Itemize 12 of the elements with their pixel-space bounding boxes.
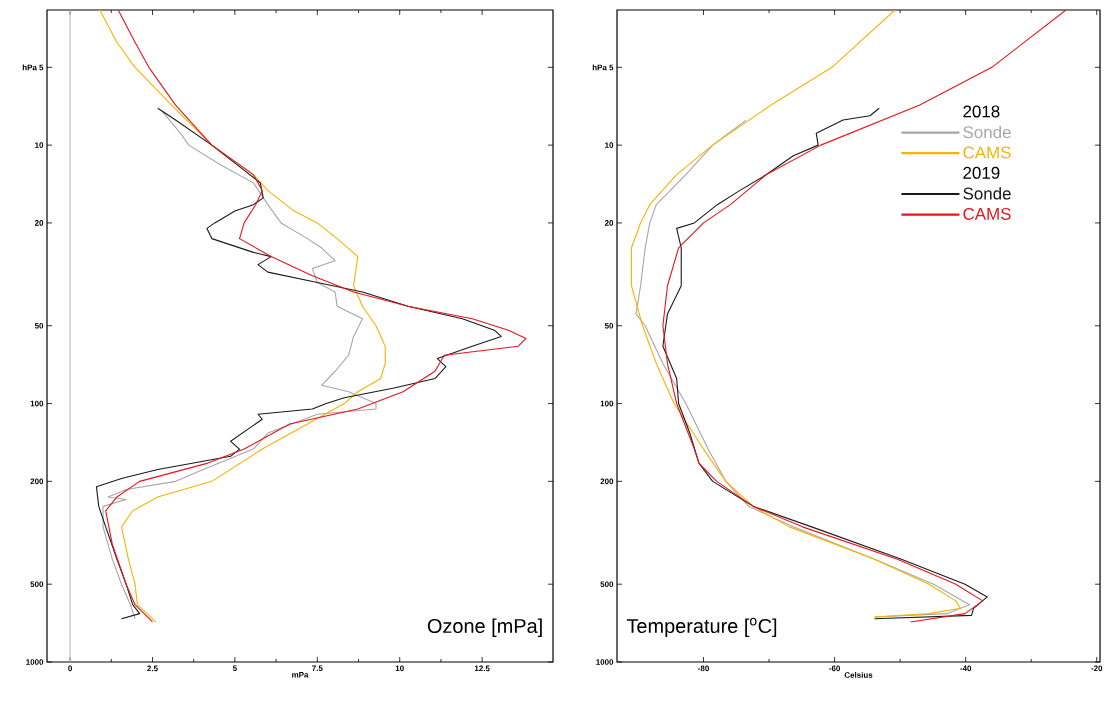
line-series — [630, 9, 961, 618]
line-series — [99, 9, 386, 623]
annotation: 2018 — [963, 105, 1000, 118]
annotation: Temperature [$^{o}$C] — [626, 617, 777, 637]
annotation: 2019 — [963, 166, 1000, 179]
annotation: Ozone [mPa] — [427, 618, 542, 637]
legend-label: Sonde — [963, 187, 1011, 200]
legend-label: Sonde — [963, 125, 1011, 139]
line-series — [102, 110, 377, 620]
legend-label: CAMS — [963, 207, 1011, 220]
legend-label: CAMS — [963, 146, 1011, 159]
line-series — [95, 107, 502, 620]
